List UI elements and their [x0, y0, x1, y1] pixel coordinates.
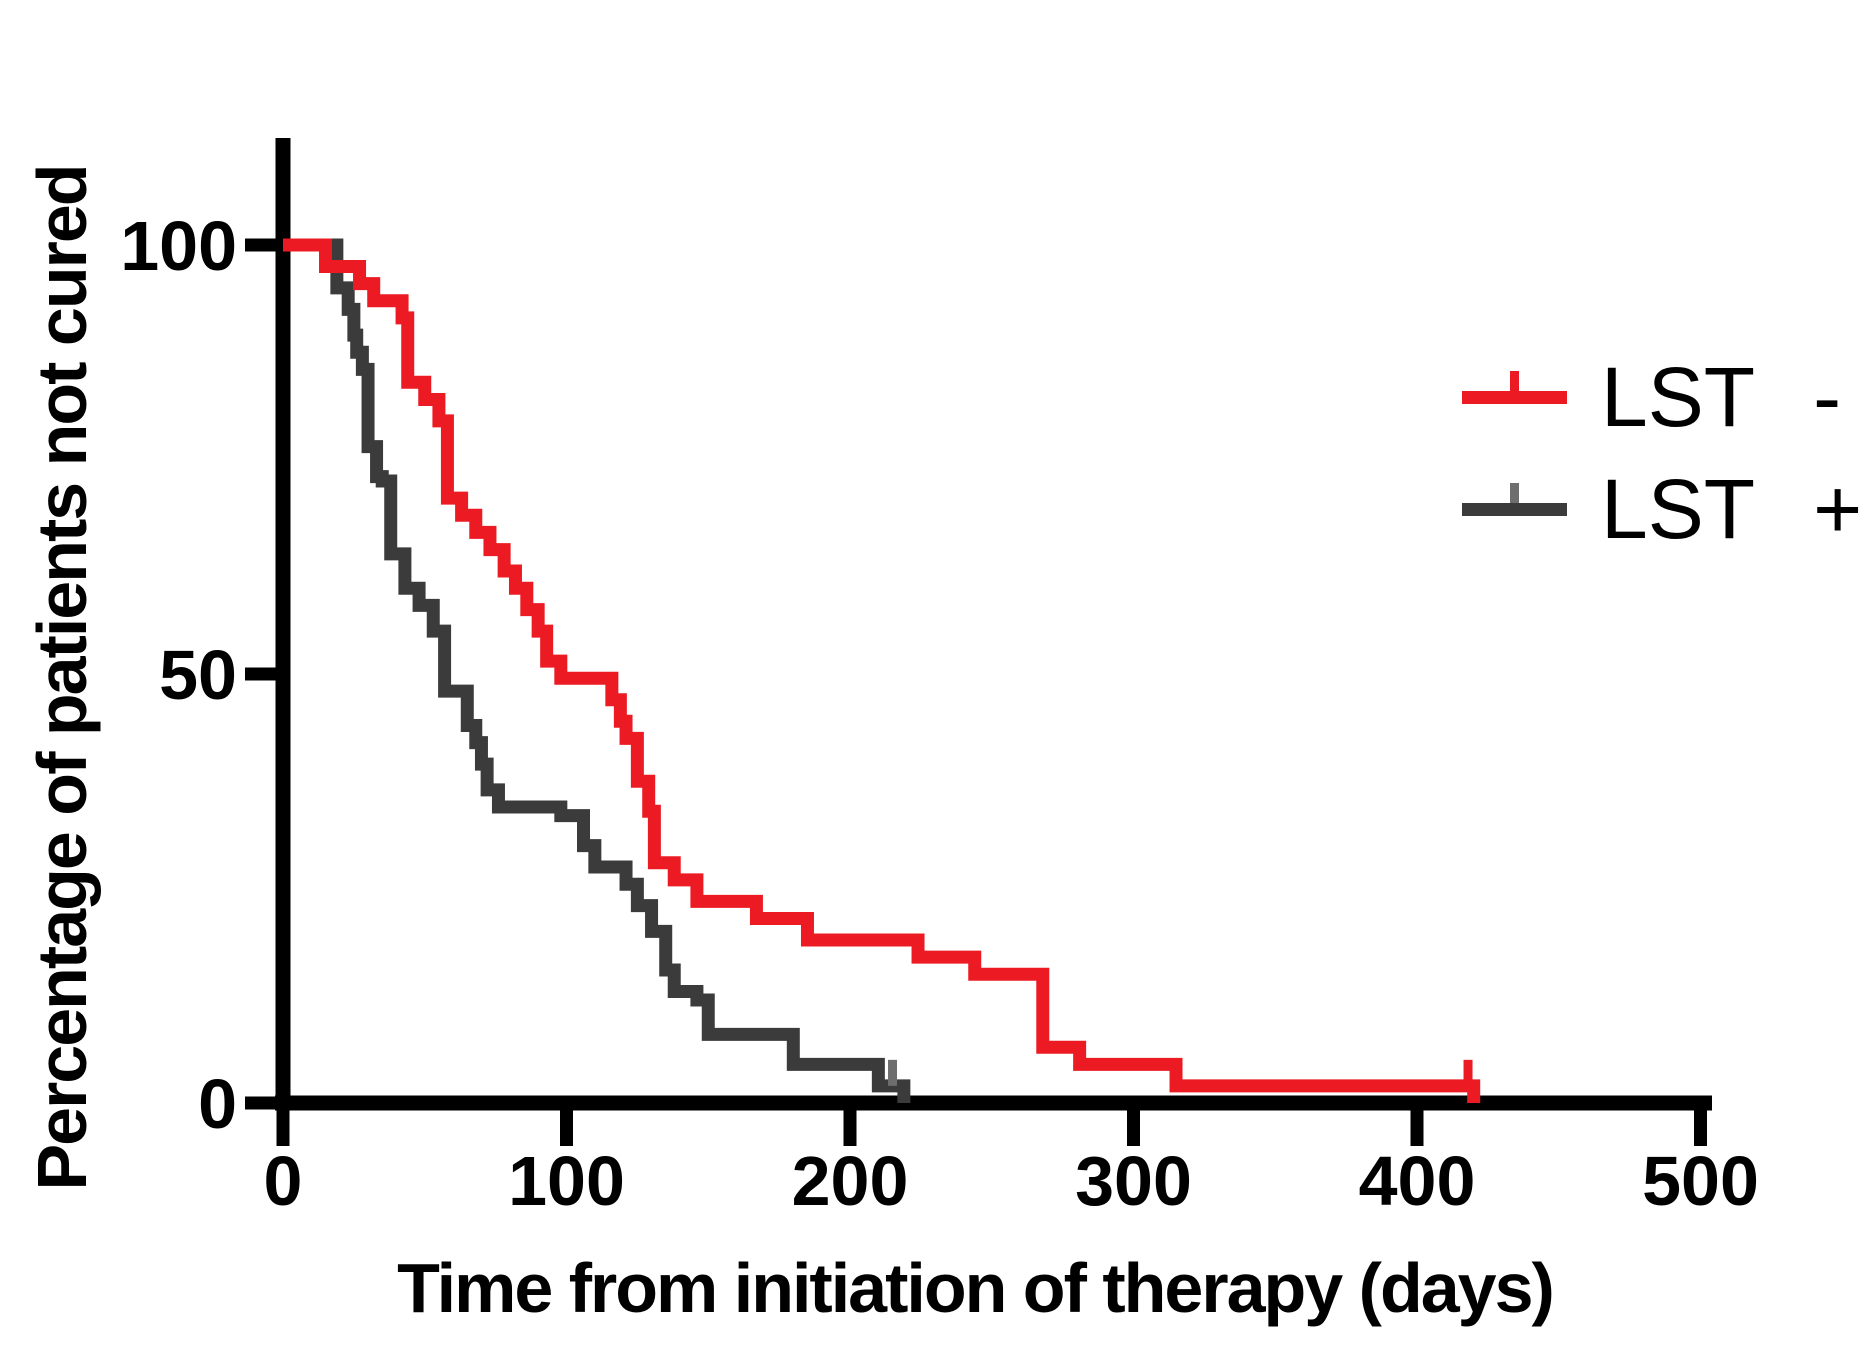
legend: LST - LST +: [1462, 350, 1862, 556]
censor-tick-lst+: [888, 1059, 898, 1086]
legend-text: LST: [1601, 349, 1756, 444]
legend-text: LST: [1601, 461, 1756, 556]
y-axis-title: Percentage of patients not cured: [23, 165, 101, 1191]
curve-lst-: [283, 238, 1481, 1103]
y-tick-label-0: 0: [198, 1065, 237, 1143]
x-tick-label-0: 0: [264, 1142, 303, 1220]
x-axis-title: Time from initiation of therapy (days): [397, 1249, 1555, 1327]
lst-negative-line-marker: [1462, 370, 1567, 404]
y-tick-label-100: 100: [120, 207, 237, 285]
x-tick-label-500: 500: [1642, 1142, 1759, 1220]
legend-sign-minus: -: [1813, 349, 1842, 444]
legend-entry-lst-negative: LST -: [1462, 350, 1862, 444]
legend-sign-plus: +: [1813, 461, 1863, 556]
x-tick-label-100: 100: [508, 1142, 625, 1220]
x-tick-label-400: 400: [1359, 1142, 1476, 1220]
lst-negative-censor-tick-icon: [1510, 370, 1519, 391]
curve-lst+: [283, 238, 911, 1103]
legend-label-lst-positive: LST +: [1601, 461, 1862, 558]
legend-label-lst-negative: LST -: [1601, 349, 1841, 446]
censor-tick-lst-: [1463, 1059, 1473, 1086]
x-tick-label-300: 300: [1075, 1142, 1192, 1220]
y-tick-label-50: 50: [159, 636, 237, 714]
lst-positive-line-marker: [1462, 482, 1567, 516]
lst-positive-censor-tick-icon: [1510, 482, 1519, 503]
legend-entry-lst-positive: LST +: [1462, 462, 1862, 556]
x-tick-label-200: 200: [792, 1142, 909, 1220]
